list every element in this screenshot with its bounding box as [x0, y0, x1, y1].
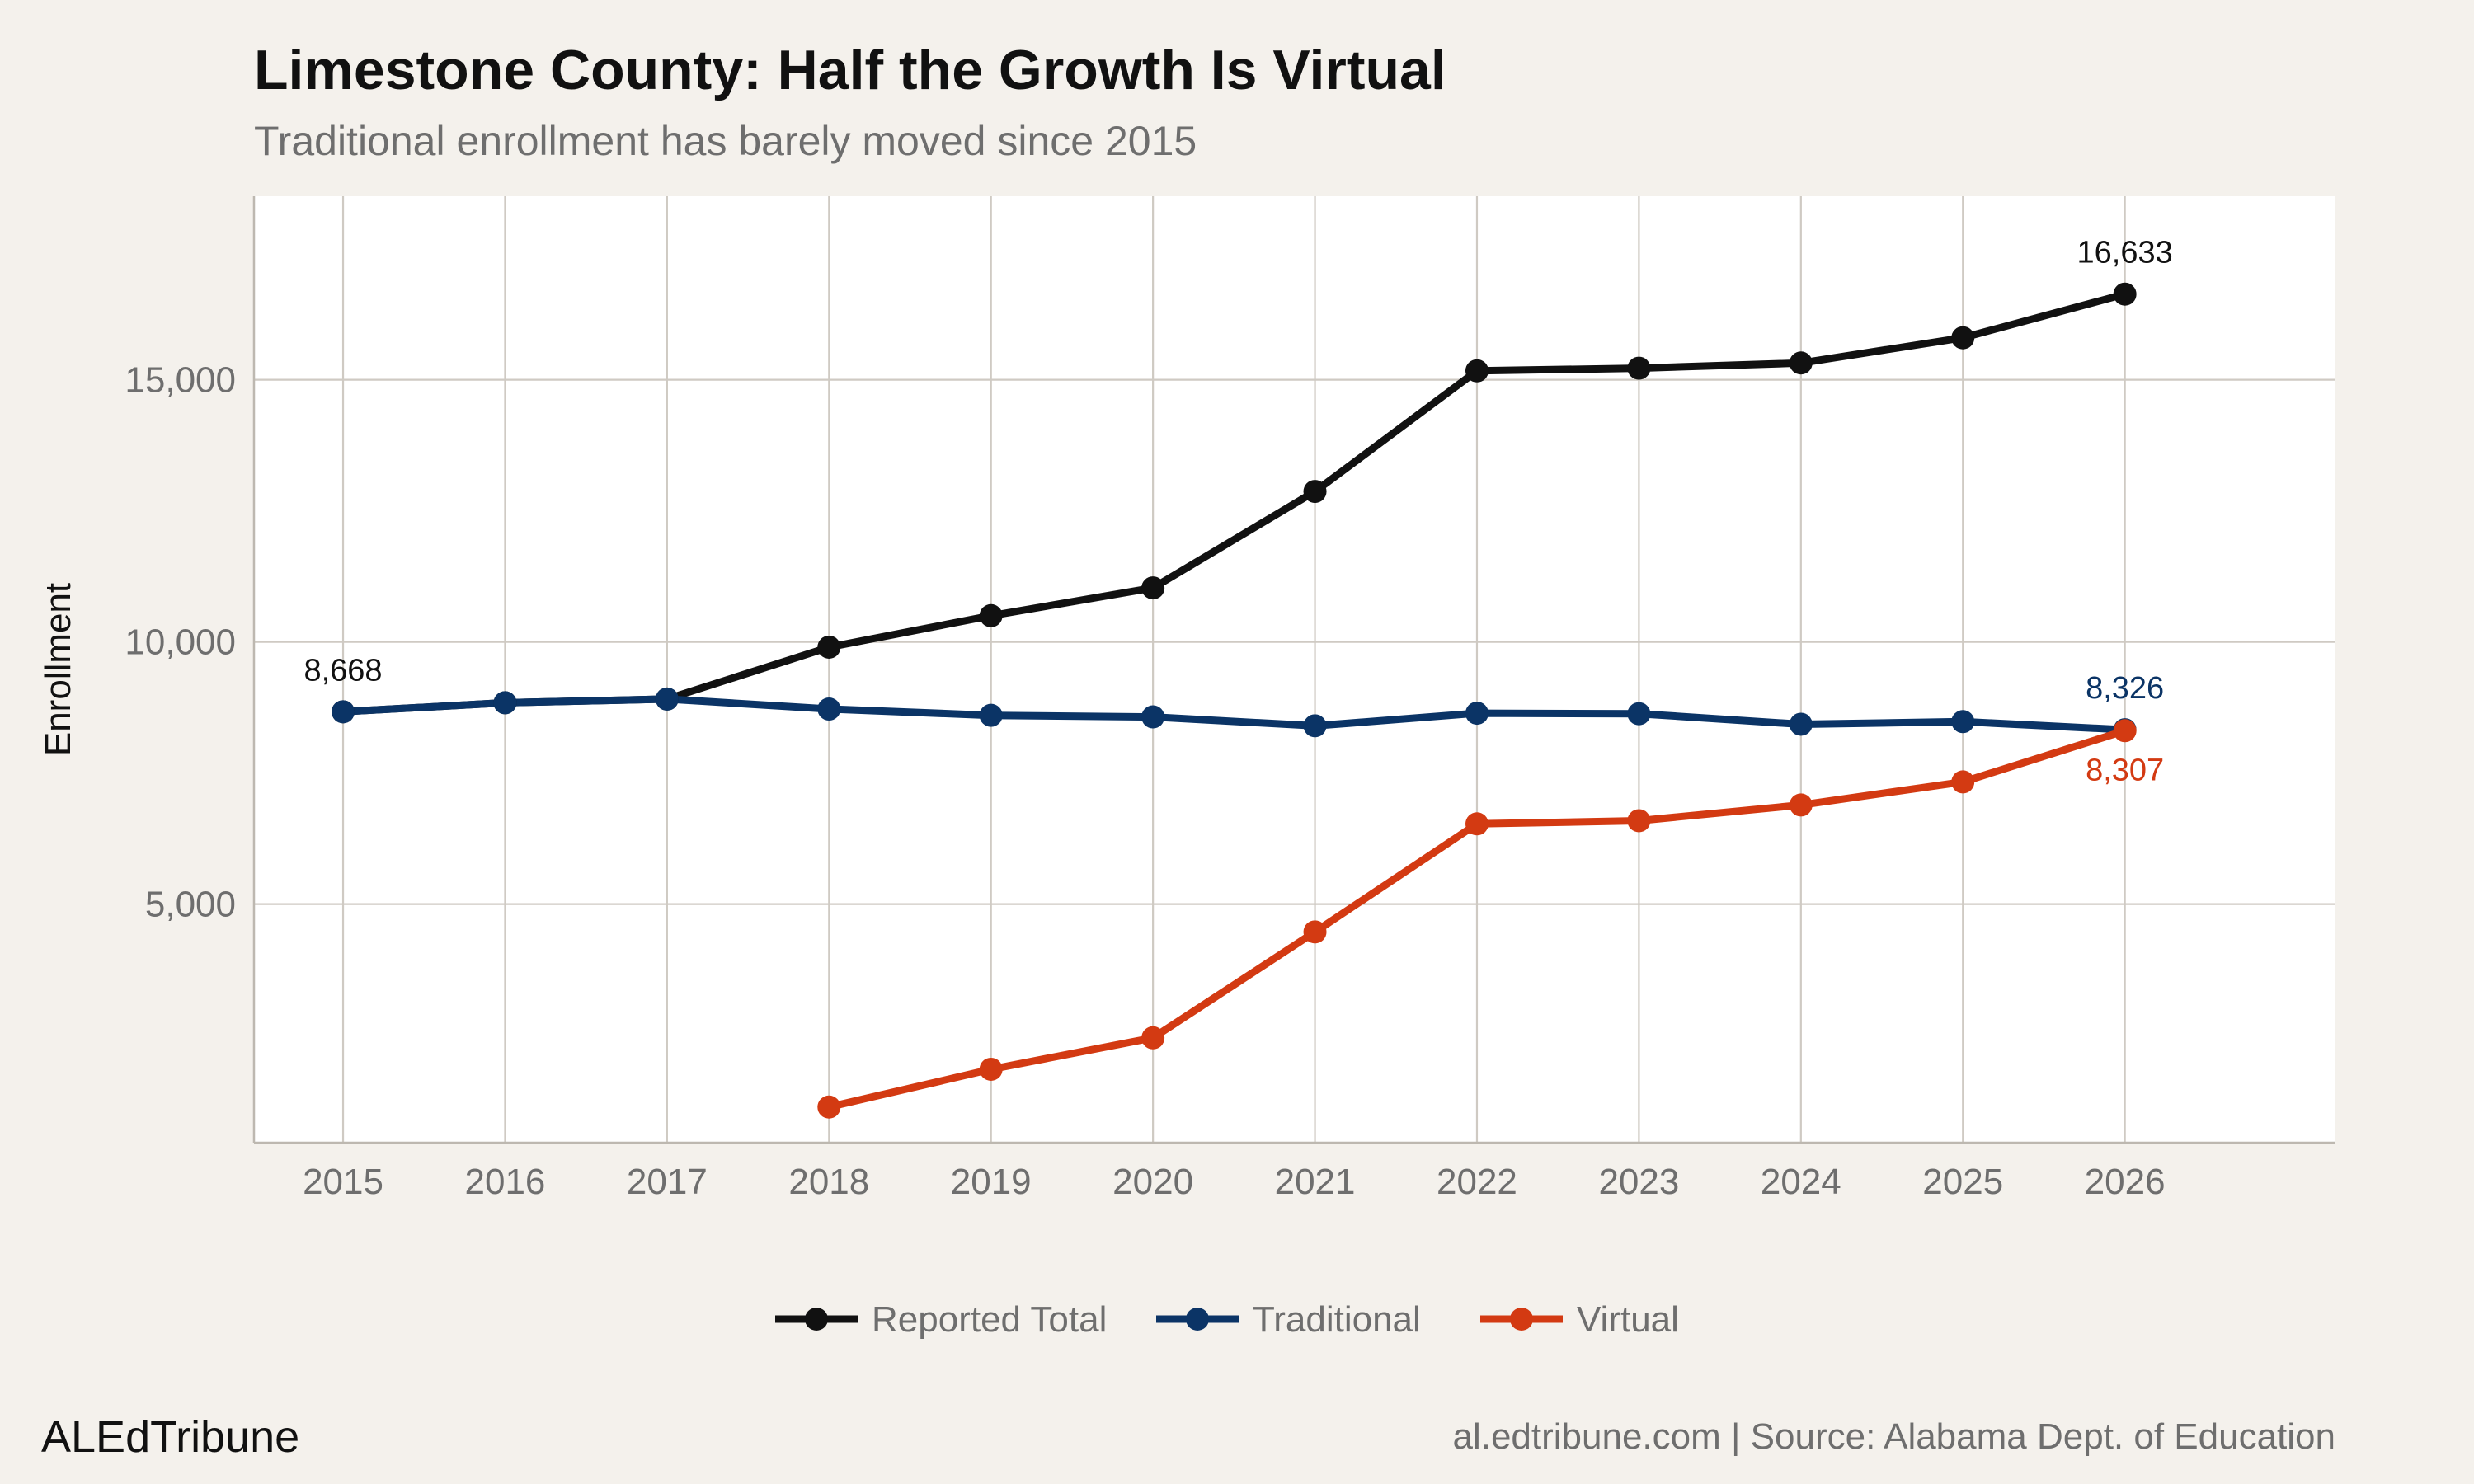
- series-points: [332, 282, 2137, 1119]
- data-point-virtual: [979, 1057, 1003, 1081]
- x-tick-label: 2016: [465, 1162, 546, 1202]
- data-point-traditional: [493, 691, 517, 715]
- data-point-virtual: [1465, 812, 1489, 836]
- x-tick-label: 2015: [303, 1162, 383, 1202]
- x-tick-label: 2021: [1275, 1162, 1356, 1202]
- x-tick-label: 2025: [1922, 1162, 2003, 1202]
- data-label: 8,307: [2086, 753, 2164, 787]
- x-tick-label: 2019: [951, 1162, 1032, 1202]
- gridlines: [254, 196, 2335, 1143]
- chart-title: Limestone County: Half the Growth Is Vir…: [254, 39, 1446, 101]
- data-point-reported-total: [2113, 282, 2137, 306]
- data-point-reported-total: [1627, 356, 1651, 380]
- x-tick-label: 2018: [788, 1162, 869, 1202]
- legend-key-point-reported-total: [805, 1308, 828, 1331]
- data-label: 16,633: [2077, 236, 2173, 270]
- source-note: al.edtribune.com | Source: Alabama Dept.…: [1452, 1416, 2335, 1457]
- data-point-reported-total: [817, 635, 841, 659]
- data-point-reported-total: [1951, 326, 1975, 350]
- legend-key-point-traditional: [1186, 1308, 1209, 1331]
- data-point-virtual: [1303, 920, 1327, 944]
- data-point-virtual: [817, 1095, 841, 1119]
- x-tick-label: 2022: [1437, 1162, 1517, 1202]
- data-point-traditional: [1951, 710, 1975, 734]
- legend-key-point-virtual: [1510, 1308, 1533, 1331]
- x-tick-label: 2020: [1112, 1162, 1193, 1202]
- data-point-virtual: [1627, 809, 1651, 833]
- x-tick-label: 2026: [2085, 1162, 2166, 1202]
- data-point-reported-total: [1303, 480, 1327, 504]
- axes: [252, 196, 2335, 1144]
- plot-panel: [254, 196, 2335, 1143]
- x-tick-label: 2024: [1761, 1162, 1841, 1202]
- data-point-virtual: [2113, 719, 2137, 743]
- data-point-virtual: [1951, 770, 1975, 794]
- data-label: 8,326: [2086, 671, 2164, 706]
- series-line-traditional: [339, 695, 2129, 734]
- x-tick-label: 2023: [1598, 1162, 1679, 1202]
- data-point-traditional: [979, 703, 1003, 727]
- legend-label-traditional: Traditional: [1253, 1299, 1421, 1340]
- y-axis-label: Enrollment: [38, 583, 78, 756]
- data-point-reported-total: [1465, 359, 1489, 383]
- data-point-reported-total: [1141, 576, 1165, 600]
- data-point-traditional: [655, 687, 679, 711]
- x-tick-labels: 2015 2016 2017 2018 2019 2020 2021 2022 2023 2024…: [303, 1162, 2166, 1202]
- data-point-traditional: [1141, 705, 1165, 729]
- legend: Reported Total Traditional Virtual: [775, 1299, 1679, 1340]
- data-point-reported-total: [1789, 351, 1813, 375]
- data-point-reported-total: [979, 603, 1003, 627]
- data-point-virtual: [1141, 1026, 1165, 1050]
- data-point-traditional: [817, 697, 841, 721]
- y-tick-label: 5,000: [145, 885, 236, 925]
- data-point-virtual: [1789, 793, 1813, 817]
- y-tick-label: 15,000: [125, 360, 236, 401]
- data-point-traditional: [1303, 714, 1327, 738]
- x-tick-label: 2017: [627, 1162, 708, 1202]
- legend-label-reported-total: Reported Total: [872, 1299, 1107, 1340]
- data-point-traditional: [332, 700, 355, 724]
- data-labels: 8,668 16,633 8,326 8,307: [303, 236, 2172, 788]
- data-point-traditional: [1627, 702, 1651, 726]
- y-tick-label: 10,000: [125, 622, 236, 663]
- y-tick-labels: 5,000 10,000 15,000: [125, 360, 236, 925]
- data-point-traditional: [1789, 712, 1813, 736]
- chart-subtitle: Traditional enrollment has barely moved …: [254, 118, 1197, 164]
- data-label: 8,668: [303, 653, 382, 688]
- brand-logo-text: ALEdTribune: [41, 1412, 300, 1462]
- legend-label-virtual: Virtual: [1577, 1299, 1679, 1340]
- data-point-traditional: [1465, 702, 1489, 726]
